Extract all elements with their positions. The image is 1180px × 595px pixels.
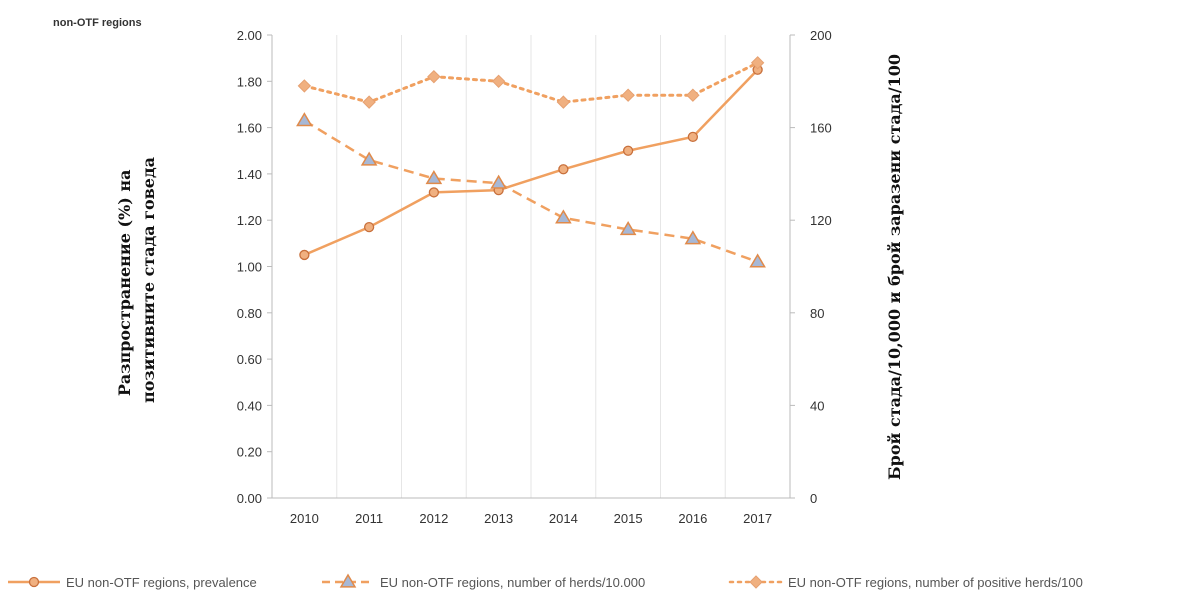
left-axis-title-line-1: Разпространение (%) на [115, 169, 134, 396]
x-tick-label: 2016 [678, 511, 707, 526]
data-point-positive-herds [556, 95, 571, 109]
legend-label: EU non-OTF regions, prevalence [66, 575, 257, 590]
x-tick-label: 2011 [355, 511, 383, 526]
legend: EU non-OTF regions, prevalence EU non-OTF… [8, 573, 1083, 590]
legend-item-positive-herds: EU non-OTF regions, number of positive h… [728, 575, 1083, 590]
series-herds [296, 112, 766, 268]
left-tick-label: 0.20 [237, 445, 262, 460]
left-axis-title-line-2: позитивните стада говеда [139, 157, 158, 403]
x-tick-label: 2017 [743, 511, 772, 526]
legend-marker [28, 576, 40, 588]
left-tick-label: 1.40 [237, 167, 262, 182]
right-tick-label: 0 [810, 491, 817, 506]
left-tick-label: 1.60 [237, 121, 262, 136]
data-point-prevalence [299, 249, 310, 261]
series-layer [296, 56, 766, 268]
right-axis-ticks: 0 40 80 120 160 200 [790, 28, 832, 506]
legend-item-herds: EU non-OTF regions, number of herds/10.0… [322, 573, 645, 590]
series-positive-herds [297, 56, 765, 109]
right-tick-label: 160 [810, 121, 832, 136]
data-point-prevalence [558, 164, 569, 175]
series-line-herds [303, 119, 759, 264]
left-tick-label: 0.80 [237, 306, 262, 321]
data-point-herds [490, 174, 507, 189]
legend-label: EU non-OTF regions, number of herds/10.0… [380, 575, 645, 590]
data-point-positive-herds [491, 74, 506, 89]
data-point-prevalence [687, 131, 699, 143]
left-axis-ticks: 0.00 0.20 0.40 0.60 0.80 1.00 1.20 1.40 1.60 1.80… [237, 28, 272, 506]
corner-label: non-OTF regions [53, 17, 142, 29]
data-point-herds [425, 170, 443, 185]
data-point-positive-herds [686, 88, 700, 102]
data-point-positive-herds [750, 56, 765, 70]
left-tick-label: 1.80 [237, 74, 262, 89]
legend-label: EU non-OTF regions, number of positive h… [788, 575, 1083, 590]
x-tick-label: 2014 [549, 511, 578, 526]
data-point-prevalence [622, 145, 634, 156]
grid [336, 35, 726, 498]
right-tick-label: 40 [810, 398, 824, 413]
data-point-positive-herds [362, 95, 376, 109]
left-tick-label: 1.00 [237, 260, 262, 275]
data-point-positive-herds [297, 79, 312, 93]
x-axis-ticks: 2010 2011 2012 2013 2014 2015 2016 2017 [290, 511, 772, 526]
data-point-herds [619, 220, 637, 236]
x-tick-label: 2013 [484, 511, 513, 526]
right-tick-label: 120 [810, 213, 832, 228]
data-point-herds [555, 209, 572, 224]
legend-marker [339, 573, 357, 588]
left-tick-label: 0.60 [237, 352, 262, 367]
series-line-prevalence [303, 68, 759, 257]
x-tick-label: 2010 [290, 511, 319, 526]
data-point-prevalence [428, 187, 440, 198]
right-tick-label: 200 [810, 28, 832, 43]
x-tick-label: 2015 [614, 511, 643, 526]
right-axis-title: Брой стада/10,000 и брой заразени стада/… [885, 54, 904, 480]
left-tick-label: 2.00 [237, 28, 262, 43]
legend-item-prevalence: EU non-OTF regions, prevalence [8, 575, 257, 590]
data-point-herds [296, 112, 313, 127]
left-axis-title: Разпространение (%) на позитивните стада… [115, 157, 158, 403]
x-tick-label: 2012 [419, 511, 448, 526]
data-point-herds [360, 151, 378, 166]
data-point-positive-herds [427, 69, 441, 84]
data-point-prevalence [363, 221, 375, 233]
left-tick-label: 1.20 [237, 213, 262, 228]
series-line-positive-herds [302, 61, 760, 104]
left-tick-label: 0.00 [237, 491, 262, 506]
data-point-herds [749, 253, 766, 268]
data-point-positive-herds [621, 88, 635, 102]
right-tick-label: 80 [810, 306, 824, 321]
left-tick-label: 0.40 [237, 398, 262, 413]
data-point-herds [684, 230, 702, 245]
legend-marker [749, 575, 763, 589]
